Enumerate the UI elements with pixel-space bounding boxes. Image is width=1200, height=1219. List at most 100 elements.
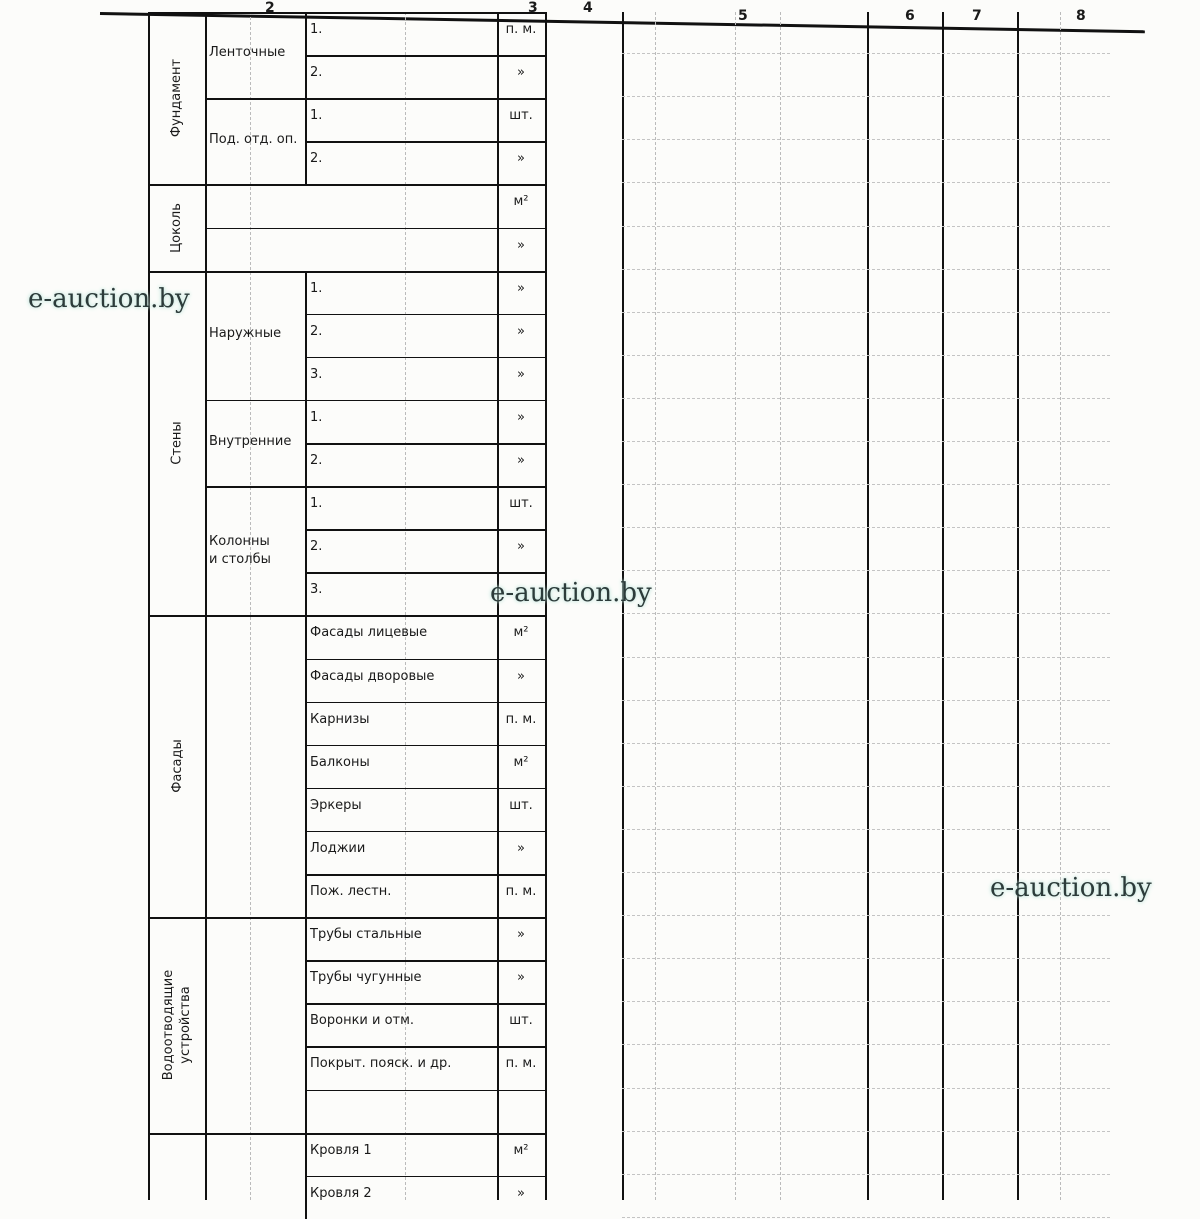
row-border	[305, 313, 545, 316]
row-item-label: 1.	[310, 280, 323, 296]
row-item-label: Покрыт. пояск. и др.	[310, 1056, 452, 1072]
column-number: 5	[738, 8, 748, 24]
row-border	[305, 356, 545, 359]
column-border	[942, 12, 944, 1200]
row-item-label: 1.	[310, 409, 323, 425]
faint-row-guide	[622, 828, 1110, 830]
row-item-label: Карнизы	[310, 711, 370, 727]
group-label: Стены	[168, 421, 184, 465]
unit-label: м²	[513, 625, 529, 641]
row-border	[305, 744, 545, 747]
faint-row-guide	[622, 527, 1110, 529]
row-border	[205, 227, 545, 229]
subgroup-border	[205, 98, 545, 100]
row-item-label: 2.	[310, 151, 323, 167]
unit-label: шт.	[509, 496, 533, 512]
faint-row-guide	[622, 872, 1110, 873]
faint-row-guide	[622, 1001, 1110, 1003]
unit-label: п. м.	[505, 22, 537, 37]
unit-label: »	[517, 453, 525, 468]
faint-row-guide	[622, 397, 1110, 399]
row-border	[305, 960, 545, 962]
row-border	[305, 1089, 545, 1091]
faint-guide	[1060, 12, 1061, 1200]
faint-row-guide	[622, 699, 1110, 701]
row-border	[305, 1046, 545, 1048]
unit-label: »	[517, 970, 525, 986]
row-border	[305, 787, 545, 790]
group-border	[148, 270, 545, 273]
faint-guide	[780, 12, 781, 1200]
faint-row-guide	[622, 311, 1110, 313]
group-label: Фасады	[168, 739, 184, 794]
column-border	[545, 12, 547, 1200]
row-item-label: Кровля 2	[310, 1185, 372, 1201]
unit-label: м²	[513, 194, 529, 210]
unit-label: п. м.	[505, 711, 537, 727]
faint-row-guide	[622, 613, 1110, 615]
subgroup-label: Под. отд. оп.	[209, 132, 298, 148]
column-border	[1017, 12, 1019, 1200]
subgroup-label: Колонны и столбы	[209, 533, 271, 567]
faint-row-guide	[622, 958, 1110, 960]
row-border	[305, 141, 545, 143]
watermark: e-auction.by	[28, 284, 190, 314]
row-item-label: 2.	[310, 323, 323, 339]
unit-label: »	[517, 280, 525, 296]
column-border	[867, 12, 869, 1200]
faint-row-guide	[622, 1130, 1110, 1132]
unit-label: »	[517, 668, 525, 684]
row-border	[305, 1003, 545, 1005]
subgroup-label: Внутренние	[209, 434, 292, 449]
unit-label: »	[517, 151, 525, 167]
group-label: Цоколь	[168, 202, 184, 253]
row-item-label: Пож. лестн.	[310, 884, 392, 899]
faint-row-guide	[622, 570, 1110, 572]
faint-row-guide	[622, 484, 1110, 486]
column-number: 8	[1076, 8, 1086, 24]
column-border	[148, 12, 150, 1200]
row-item-label: Трубы чугунные	[310, 970, 422, 986]
faint-row-guide	[622, 1044, 1110, 1046]
row-item-label: Лоджии	[310, 840, 366, 856]
column-number: 7	[972, 8, 982, 24]
row-item-label: 1.	[310, 108, 323, 124]
faint-row-guide	[622, 1216, 1110, 1218]
column-border	[497, 12, 499, 1200]
faint-row-guide	[622, 225, 1110, 227]
subgroup-label: Ленточные	[209, 45, 286, 60]
faint-guide	[655, 12, 656, 1200]
item-column-border	[305, 917, 307, 1133]
item-column-border	[305, 615, 307, 918]
unit-label: п. м.	[505, 1056, 537, 1072]
unit-label: »	[517, 366, 525, 382]
faint-row-guide	[622, 785, 1110, 787]
group-border	[148, 12, 545, 14]
column-number: 4	[583, 0, 593, 16]
group-border	[148, 615, 545, 618]
unit-label: шт.	[509, 108, 533, 124]
faint-guide	[735, 12, 736, 1200]
row-border	[305, 830, 545, 833]
row-item-label: 3.	[310, 582, 323, 598]
unit-label: шт.	[509, 797, 533, 813]
row-border	[305, 529, 545, 531]
row-border	[305, 1175, 545, 1178]
faint-row-guide	[622, 53, 1110, 55]
faint-row-guide	[622, 268, 1110, 270]
row-item-label: Эркеры	[310, 797, 362, 813]
row-item-label: Фасады дворовые	[310, 668, 435, 684]
column-border	[205, 12, 207, 1200]
column-number: 3	[528, 0, 538, 16]
unit-label: шт.	[509, 1013, 533, 1029]
subgroup-border	[205, 486, 545, 488]
unit-label: м²	[513, 1142, 529, 1158]
faint-row-guide	[622, 656, 1110, 658]
faint-guide	[405, 12, 406, 1200]
row-border	[305, 572, 545, 574]
row-border	[305, 874, 545, 876]
faint-guide	[250, 12, 251, 1200]
column-number: 6	[905, 8, 915, 24]
row-item-label: 1.	[310, 496, 323, 512]
unit-label: »	[517, 237, 525, 253]
